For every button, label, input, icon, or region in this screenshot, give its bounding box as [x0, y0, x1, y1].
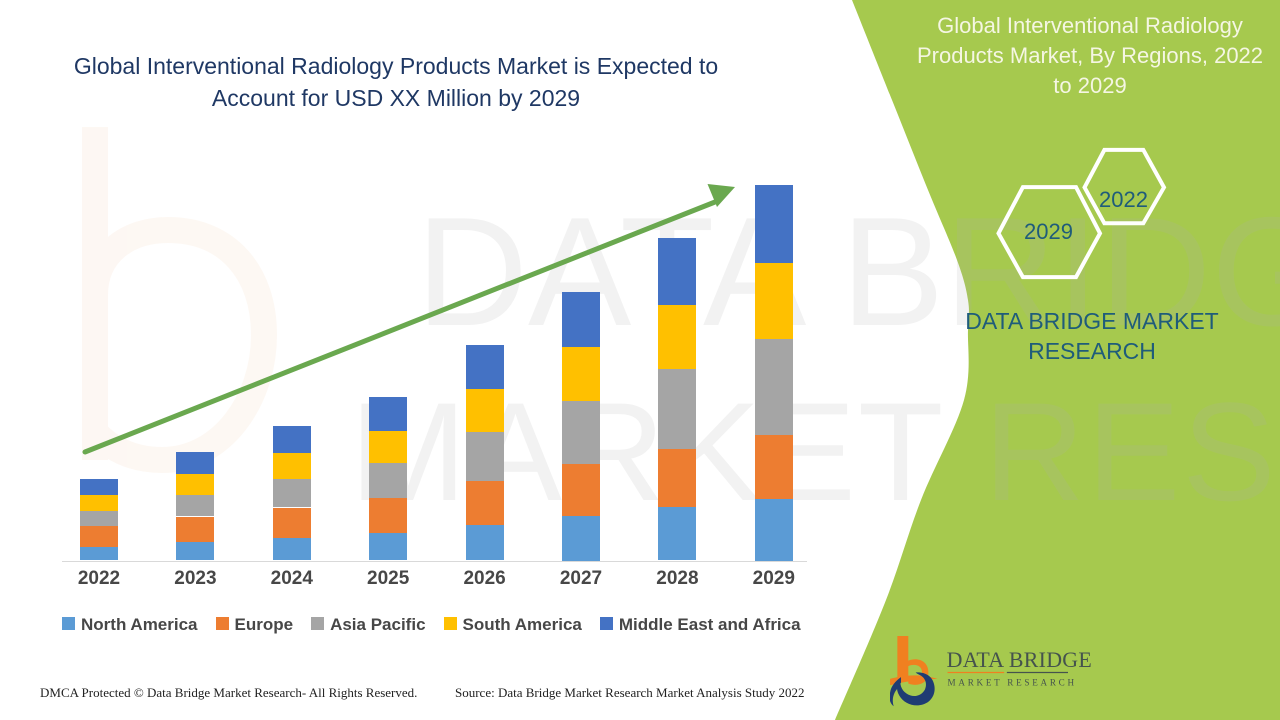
- svg-text:MARKET RESEARCH: MARKET RESEARCH: [948, 677, 1077, 687]
- svg-text:DATA BRIDGE: DATA BRIDGE: [947, 647, 1092, 672]
